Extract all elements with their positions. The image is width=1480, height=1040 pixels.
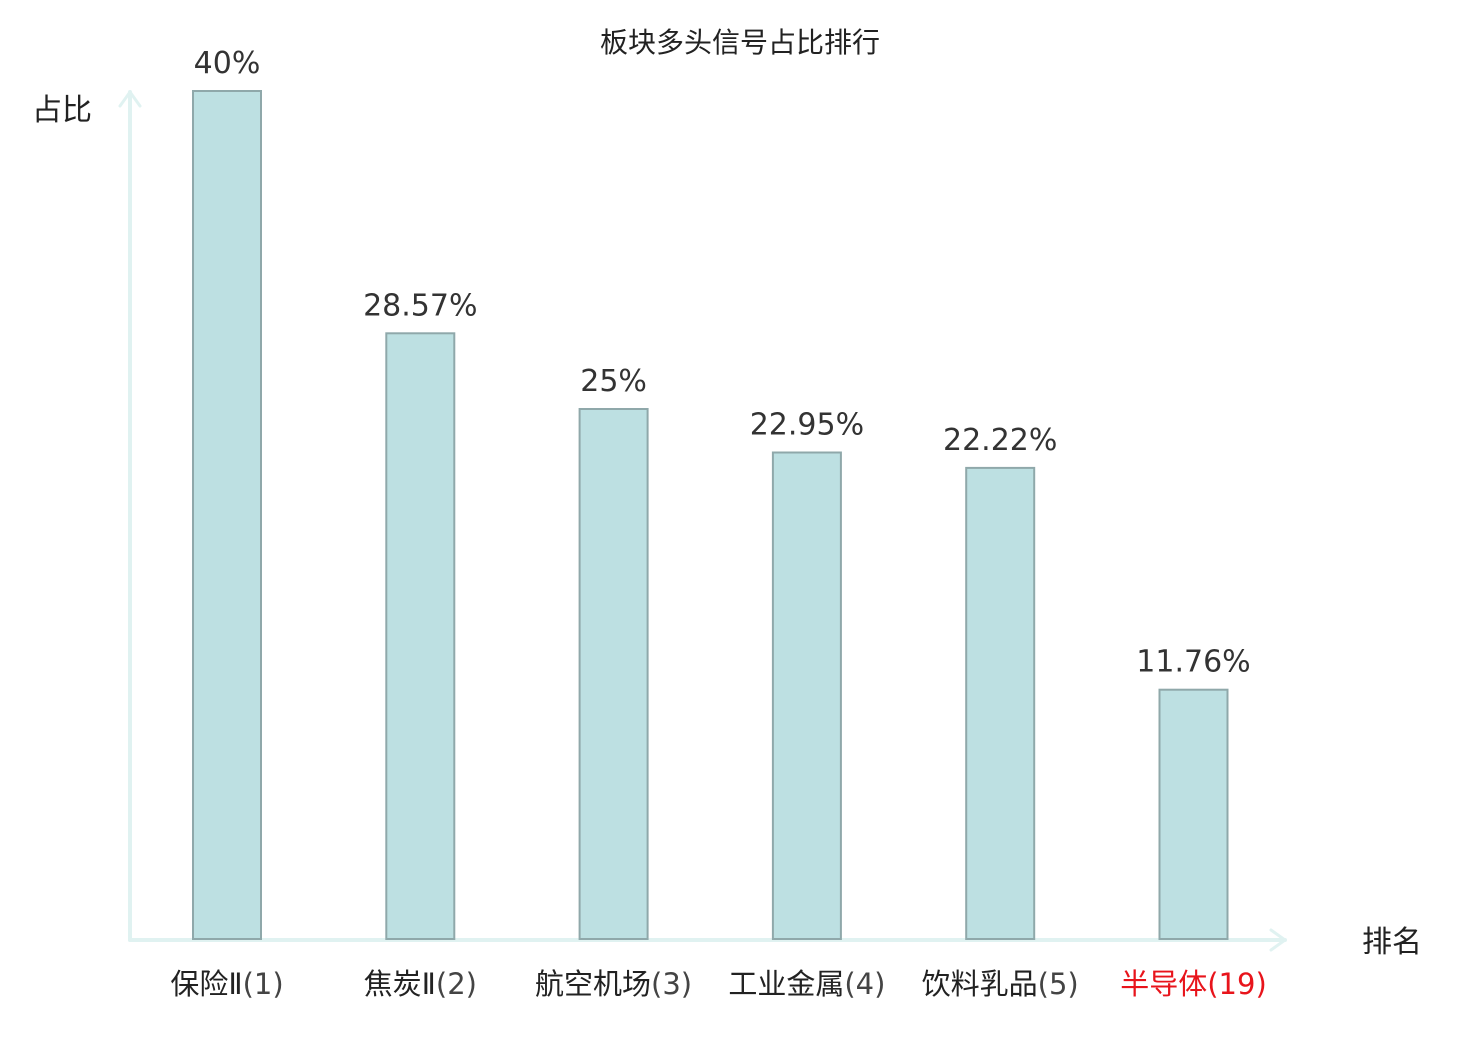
x-axis-title: 排名 — [1362, 925, 1422, 960]
category-name: 焦炭Ⅱ — [364, 967, 436, 1001]
category-rank: (2) — [436, 967, 477, 1001]
x-axis-arrow — [1269, 928, 1287, 952]
category-name: 饮料乳品 — [922, 967, 1038, 1001]
bars-group — [192, 90, 1229, 941]
bar-value-label: 11.76% — [1136, 645, 1250, 680]
bar — [771, 451, 842, 940]
bar — [192, 90, 262, 940]
category-label: 航空机场(3) — [535, 967, 692, 1001]
category-name: 工业金属 — [728, 967, 844, 1001]
category-label: 保险Ⅱ(1) — [170, 967, 283, 1001]
category-rank: (4) — [844, 967, 885, 1001]
bar-value-label: 22.95% — [750, 408, 864, 443]
category-rank: (3) — [651, 967, 692, 1001]
value-labels-group: 40% 28.57% 25% 22.95% 22.22% 11.76% — [194, 46, 1251, 680]
bar — [578, 408, 649, 940]
y-axis-title: 占比 — [32, 93, 92, 128]
category-rank: (19) — [1207, 967, 1267, 1001]
chart-title: 板块多头信号占比排行 — [600, 26, 880, 59]
bar — [385, 332, 456, 940]
bar-value-label: 25% — [580, 364, 647, 399]
bar-value-label: 22.22% — [943, 423, 1057, 458]
category-label: 饮料乳品(5) — [922, 967, 1079, 1001]
category-name: 保险Ⅱ — [170, 967, 242, 1001]
category-label: 半导体(19) — [1120, 967, 1267, 1001]
bar-value-label: 40% — [194, 46, 261, 81]
bar — [1158, 688, 1229, 941]
category-name: 航空机场 — [535, 967, 651, 1001]
bar-value-label: 28.57% — [363, 288, 477, 323]
y-axis-arrow — [118, 90, 142, 108]
x-axis — [128, 928, 1287, 952]
category-rank: (1) — [243, 967, 284, 1001]
category-label: 工业金属(4) — [728, 967, 885, 1001]
y-axis — [118, 90, 142, 942]
category-label: 焦炭Ⅱ(2) — [364, 967, 477, 1001]
category-labels-group: 保险Ⅱ(1) 焦炭Ⅱ(2) 航空机场(3) 工业金属(4) 饮料乳品(5) 半导体(19) — [170, 967, 1266, 1001]
category-name: 半导体 — [1120, 967, 1207, 1001]
category-rank: (5) — [1038, 967, 1079, 1001]
bar — [965, 466, 1036, 940]
